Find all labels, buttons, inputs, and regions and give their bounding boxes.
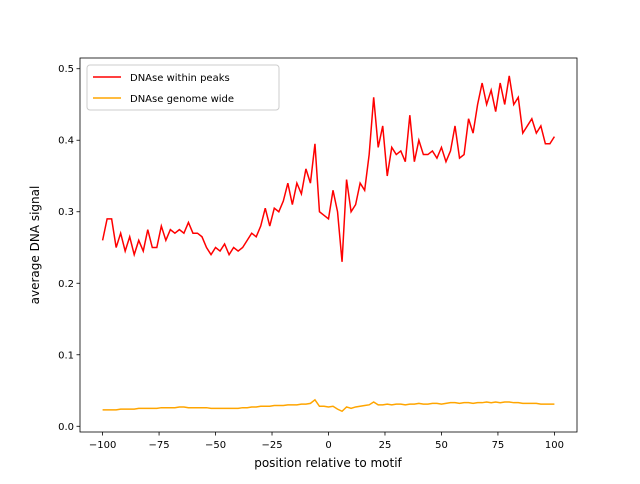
x-tick-label: −100 [89,440,116,451]
x-tick-label: −25 [261,440,282,451]
legend-box [86,64,280,111]
x-tick-label: 75 [492,440,505,451]
data-line [102,398,555,413]
y-tick-label: 0.4 [58,136,74,147]
x-axis-label: position relative to motif [254,456,402,470]
axes-frame [79,57,578,433]
y-tick-label: 0.1 [58,350,74,361]
y-tick-label: 0.5 [58,64,74,75]
y-tick-label: 0.3 [58,207,74,218]
data-line [101,75,556,262]
legend-label: DNAse genome wide [130,94,234,105]
y-tick-label: 0.2 [58,279,74,290]
x-tick-label: 25 [379,440,392,451]
legend-label: DNAse within peaks [130,73,230,84]
x-tick-label: 50 [435,440,448,451]
x-tick-label: 100 [545,440,564,451]
x-tick-label: −50 [205,440,226,451]
y-axis-label: average DNA signal [28,186,42,305]
y-tick-label: 0.0 [58,422,74,433]
x-tick-label: −75 [149,440,170,451]
x-tick-label: 0 [325,440,331,451]
